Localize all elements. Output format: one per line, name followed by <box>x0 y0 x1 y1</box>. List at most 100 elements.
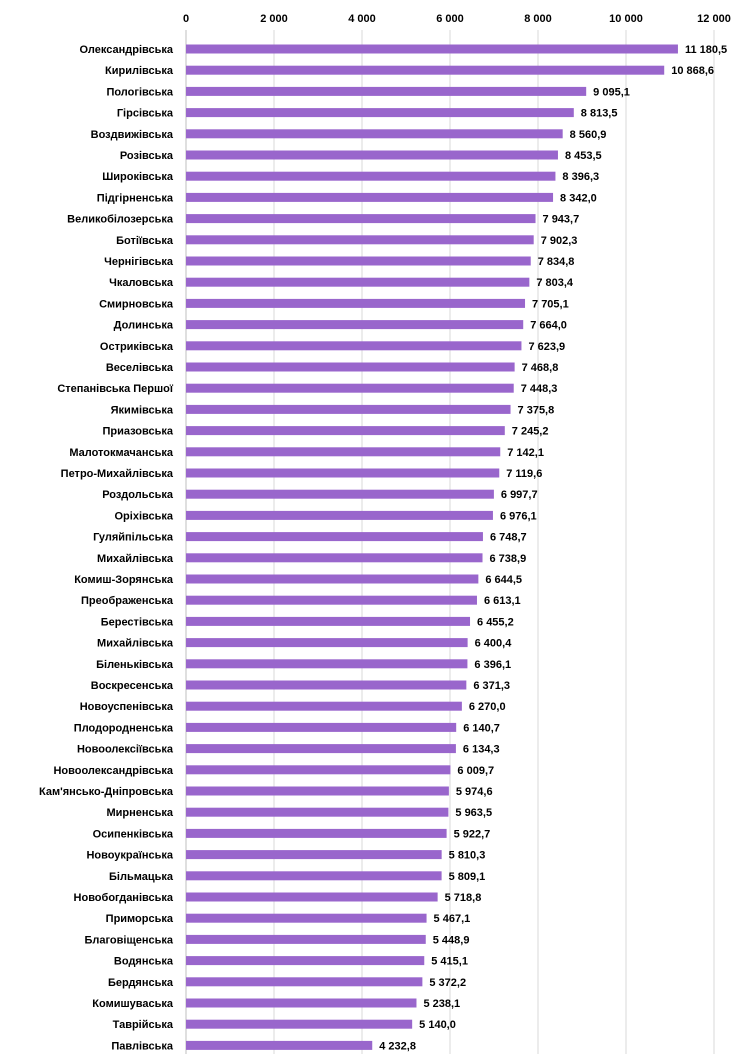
category-label: Бердянська <box>108 977 174 989</box>
bar <box>186 977 423 987</box>
bar <box>186 320 524 330</box>
bar <box>186 871 442 881</box>
bar <box>186 998 417 1008</box>
value-label: 6 400,4 <box>475 638 513 650</box>
category-label: Оріхівська <box>115 510 174 522</box>
bar <box>186 150 558 160</box>
x-tick-label: 8 000 <box>524 13 552 25</box>
category-labels: Олександрівська Кирилівська Пологівська Гір… <box>39 44 174 1052</box>
value-label: 5 372,2 <box>429 977 466 989</box>
category-label: Павлівська <box>111 1040 174 1052</box>
value-label: 10 868,6 <box>671 65 714 77</box>
value-label: 8 396,3 <box>562 171 599 183</box>
value-label: 6 371,3 <box>473 680 510 692</box>
x-tick-label: 10 000 <box>609 13 643 25</box>
bar <box>186 489 494 499</box>
category-label: Новобогданівська <box>74 892 174 904</box>
bar <box>186 447 501 457</box>
value-label: 7 375,8 <box>518 404 555 416</box>
value-label: 6 009,7 <box>457 765 494 777</box>
x-axis-ticks: 0 2 000 4 000 6 000 8 000 10 000 12 000 <box>183 13 731 25</box>
value-label: 7 245,2 <box>512 426 549 438</box>
value-label: 6 270,0 <box>469 701 506 713</box>
category-label: Біленьківська <box>96 659 174 671</box>
value-label: 7 943,7 <box>543 214 580 226</box>
category-label: Долинська <box>114 320 174 332</box>
category-label: Пологівська <box>106 86 173 98</box>
value-label: 6 396,1 <box>474 659 511 671</box>
bar <box>186 298 526 308</box>
bar <box>186 214 536 224</box>
bar <box>186 850 442 860</box>
category-label: Благовіщенська <box>84 934 173 946</box>
category-label: Петро-Михайлівська <box>61 468 174 480</box>
value-label: 5 415,1 <box>431 956 468 968</box>
category-label: Плодородненська <box>74 722 174 734</box>
bar <box>186 86 587 96</box>
bar <box>186 1019 413 1029</box>
bar <box>186 192 554 202</box>
value-label: 6 748,7 <box>490 532 527 544</box>
bar <box>186 765 451 775</box>
x-tick-label: 2 000 <box>260 13 288 25</box>
category-label: Смирновська <box>99 298 174 310</box>
bar <box>186 807 449 817</box>
value-label: 7 623,9 <box>528 341 565 353</box>
bar <box>186 956 425 966</box>
bar <box>186 1040 373 1050</box>
bar <box>186 404 511 414</box>
bar <box>186 277 530 287</box>
bar <box>186 722 457 732</box>
value-label: 7 142,1 <box>507 447 544 459</box>
bar <box>186 171 556 181</box>
category-label: Михайлівська <box>97 553 174 565</box>
value-label: 6 613,1 <box>484 595 521 607</box>
bar <box>186 892 438 902</box>
value-label: 7 902,3 <box>541 235 578 247</box>
category-label: Роздольська <box>102 489 174 501</box>
bar <box>186 574 479 584</box>
bar <box>186 341 522 351</box>
value-label: 6 134,3 <box>463 744 500 756</box>
category-label: Остриківська <box>100 341 174 353</box>
bar <box>186 65 665 75</box>
category-label: Розівська <box>120 150 174 162</box>
value-label: 8 342,0 <box>560 192 597 204</box>
value-label: 5 809,1 <box>449 871 486 883</box>
category-label: Воскресенська <box>91 680 174 692</box>
category-label: Широківська <box>102 171 174 183</box>
value-label: 5 810,3 <box>449 850 486 862</box>
value-label: 6 738,9 <box>490 553 527 565</box>
bar <box>186 744 456 754</box>
bars <box>186 44 678 1050</box>
bar <box>186 913 427 923</box>
bar <box>186 362 515 372</box>
value-label: 5 238,1 <box>423 998 460 1010</box>
category-label: Новоуспенівська <box>80 701 174 713</box>
category-label: Приморська <box>106 913 174 925</box>
category-label: Таврійська <box>113 1019 174 1031</box>
category-label: Більмацька <box>109 871 174 883</box>
value-label: 5 140,0 <box>419 1019 456 1031</box>
value-label: 7 664,0 <box>530 320 567 332</box>
category-label: Ботіївська <box>116 235 174 247</box>
value-label: 6 455,2 <box>477 616 514 628</box>
value-label: 7 705,1 <box>532 298 569 310</box>
category-label: Новоолексіївська <box>77 744 174 756</box>
category-label: Підгірненська <box>97 192 174 204</box>
category-label: Малотокмачанська <box>69 447 174 459</box>
bar <box>186 553 483 563</box>
category-label: Степанівська Першої <box>57 383 174 395</box>
category-label: Якимівська <box>111 404 174 416</box>
category-label: Гуляйпільська <box>93 532 174 544</box>
category-label: Осипенківська <box>93 828 174 840</box>
bar <box>186 828 447 838</box>
value-label: 6 976,1 <box>500 510 537 522</box>
value-label: 5 718,8 <box>445 892 482 904</box>
bar <box>186 129 563 139</box>
bar <box>186 638 468 648</box>
bar <box>186 659 468 669</box>
value-label: 6 644,5 <box>485 574 522 586</box>
category-label: Чернігівська <box>104 256 174 268</box>
